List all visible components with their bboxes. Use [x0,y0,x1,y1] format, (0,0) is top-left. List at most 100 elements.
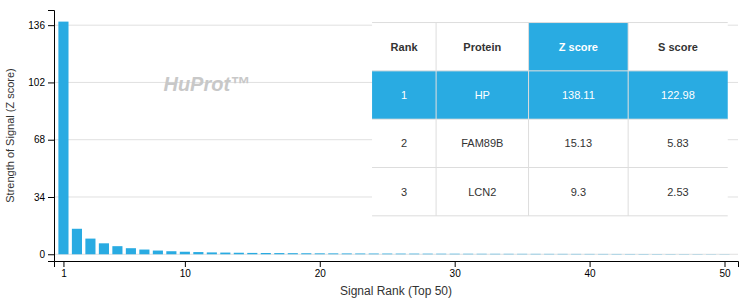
bar [247,253,257,254]
x-axis-title: Signal Rank (Top 50) [340,284,452,298]
y-tick-mark [48,197,54,198]
bar [261,253,271,254]
x-tick-mark [185,261,186,267]
bar [436,253,446,255]
table-cell [436,168,528,216]
table-divider [528,23,529,216]
bar [355,253,365,255]
table-text: 2 [401,137,407,149]
bar [193,252,203,254]
x-tick-label: 10 [180,268,192,279]
table-text: LCN2 [468,186,496,198]
table-divider [372,70,728,71]
bar [342,253,352,255]
bar [625,253,635,254]
bar [450,253,460,255]
bar [153,251,163,255]
x-tick-mark [590,261,591,267]
table-cell [628,71,728,119]
bar [301,253,311,254]
y-axis: 0 34 68 102 136 [28,11,54,262]
table-text: HP [475,89,490,101]
bar [719,254,729,255]
table-text: 1 [401,89,407,101]
x-axis-line [55,262,739,268]
table-cell [436,71,528,119]
y-tick: 136 [28,20,54,31]
x-tick: 50 [719,261,731,279]
x-tick-label: 20 [315,268,327,279]
x-tick-mark [725,261,726,267]
bar [220,253,230,255]
bar [112,246,122,254]
bar [517,253,527,254]
x-tick-mark [320,261,321,267]
bar [58,22,68,255]
y-tick-label: 102 [28,77,45,88]
table-text: 2.53 [667,186,688,198]
bar [504,253,514,254]
x-tick: 10 [180,261,192,279]
bar [665,254,675,255]
bar [679,254,689,255]
table-text: Z score [559,41,598,53]
table-cell [628,119,728,167]
y-tick-label: 0 [39,249,45,260]
table-divider [372,167,728,168]
y-tick-label: 34 [34,192,46,203]
table-cell [372,71,436,119]
bar [423,253,433,255]
bar [396,253,406,255]
bar [409,253,419,255]
bar [544,253,554,254]
y-tick-mark [48,254,54,255]
bar [369,253,379,255]
bar [598,253,608,254]
x-tick-mark [455,261,456,267]
table-cell [529,71,629,119]
bar [315,253,325,255]
x-tick-label: 1 [61,268,67,279]
chart: 0346810213611020304050HuProt™RankProtein… [0,0,750,301]
bar [72,229,82,254]
table-divider [372,22,728,23]
table-text: 15.13 [565,137,593,149]
bar [585,253,595,254]
bar [180,252,190,255]
bar [85,239,95,255]
y-tick: 68 [34,134,54,145]
bar [463,253,473,255]
bar [99,243,109,254]
x-tick: 20 [315,261,327,279]
table-divider [436,23,437,216]
table-text: 5.83 [667,137,688,149]
table-cell [372,23,436,71]
table-cell [436,119,528,167]
bar [274,253,284,254]
y-tick: 102 [28,77,54,88]
bar [207,252,217,254]
bar [382,253,392,255]
table-cell [372,168,436,216]
table-text: 138.11 [562,89,595,101]
x-tick: 30 [450,261,462,279]
watermark: HuProt™ [163,73,250,95]
bar [612,253,622,254]
y-tick-label: 136 [28,20,45,31]
y-tick-mark [48,25,54,26]
plot-area: 0346810213611020304050HuProt™RankProtein… [28,11,738,280]
x-tick: 1 [61,261,67,279]
x-tick-mark [63,261,64,267]
table-cell [628,23,728,71]
bar [692,254,702,255]
bar [328,253,338,255]
bar [652,254,662,255]
bar [706,254,716,255]
table-cell [436,23,528,71]
bar [166,251,176,254]
x-tick-label: 50 [719,268,731,279]
bar [639,253,649,254]
table-cell [372,119,436,167]
table-cell [529,168,629,216]
x-axis: 11020304050 [55,261,739,279]
